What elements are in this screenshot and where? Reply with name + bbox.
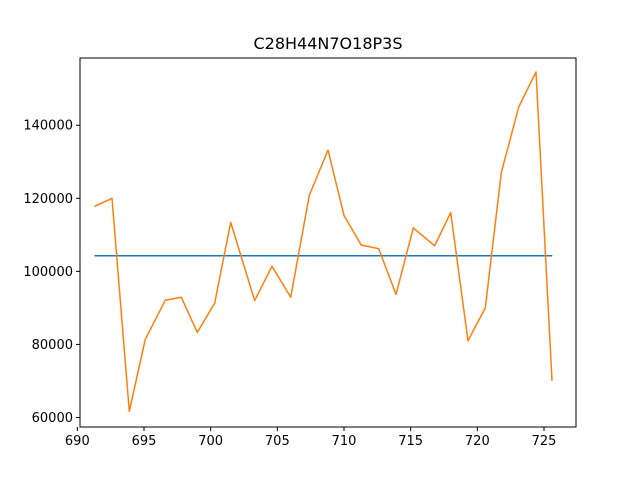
- series-2-point: [308, 194, 310, 196]
- y-tick-label: 60000: [32, 411, 73, 426]
- series-2-point: [395, 293, 397, 295]
- y-axis: 60000 80000 100000 120000 140000: [23, 119, 80, 426]
- series-2-point: [196, 331, 198, 333]
- series-2-point: [343, 215, 345, 216]
- series-layer: [94, 71, 553, 413]
- series-2-point: [144, 338, 146, 340]
- plot-frame: [79, 57, 577, 428]
- x-tick-label: 715: [398, 434, 423, 449]
- series-2-point: [128, 410, 130, 412]
- series-2-point: [111, 197, 113, 199]
- series-2-point: [518, 106, 520, 108]
- x-tick-label: 700: [198, 434, 223, 449]
- series-2-point: [412, 227, 414, 229]
- x-tick-label: 720: [465, 434, 490, 449]
- series-2-point: [467, 340, 469, 342]
- series-2-point: [551, 380, 553, 382]
- x-tick-label: 690: [65, 434, 90, 449]
- series-1-point: [551, 255, 553, 257]
- x-tick-label: 705: [265, 434, 290, 449]
- y-tick-label: 140000: [23, 119, 73, 134]
- series-2-point: [434, 245, 436, 247]
- series-2-point: [450, 212, 452, 213]
- series-2-point: [360, 244, 362, 246]
- series-2-point: [484, 307, 486, 309]
- series-2-point: [94, 205, 96, 207]
- x-tick-label: 710: [332, 434, 357, 449]
- series-2-point: [327, 149, 329, 151]
- series-2-point: [164, 299, 166, 301]
- series-2-point: [500, 172, 502, 174]
- y-tick-label: 80000: [32, 338, 73, 353]
- x-tick-label: 695: [132, 434, 157, 449]
- series-1-point: [94, 255, 96, 257]
- series-2-point: [535, 71, 537, 73]
- series-2-point: [290, 296, 292, 298]
- series-line-2: [94, 71, 553, 413]
- y-tick-label: 100000: [23, 265, 73, 280]
- y-tick-label: 120000: [23, 192, 73, 207]
- chart-title: C28H44N7O18P3S: [253, 34, 402, 53]
- x-axis: 690 695 700 705 710 715 720 725: [65, 427, 556, 449]
- series-2-point: [271, 265, 273, 267]
- series-2-point: [254, 300, 256, 302]
- series-2-point: [230, 221, 232, 223]
- x-tick-label: 725: [532, 434, 557, 449]
- series-2-point: [378, 248, 380, 250]
- series-2-point: [180, 296, 182, 298]
- series-2-point: [214, 302, 216, 304]
